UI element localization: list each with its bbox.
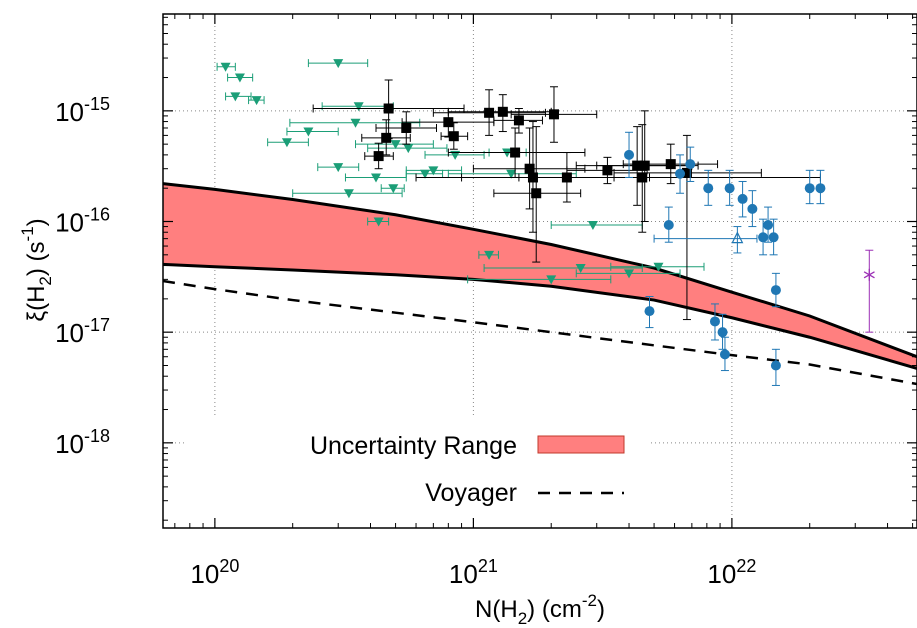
point-circle	[747, 203, 758, 214]
point-triangle-down	[230, 92, 241, 102]
point-square	[497, 106, 508, 117]
point-square	[373, 151, 384, 162]
x-tick-label: 1022	[707, 556, 756, 589]
point-triangle-down	[353, 102, 364, 112]
point-triangle-down	[484, 250, 495, 260]
point-triangle-down	[333, 59, 344, 69]
point-circle	[644, 306, 655, 317]
y-axis-label: ξ(H2) (s-1)	[18, 218, 55, 321]
legend: Uncertainty Range Voyager	[185, 418, 650, 518]
point-square	[484, 107, 495, 118]
point-square	[602, 165, 613, 176]
point-circle	[663, 219, 674, 230]
uncertainty-band	[163, 183, 917, 369]
point-circle	[703, 183, 714, 194]
band-upper-edge	[162, 182, 917, 359]
plot-frame	[162, 13, 917, 529]
point-square	[681, 167, 692, 178]
point-triangle-down	[234, 73, 245, 83]
point-triangle-down	[506, 169, 517, 179]
band-lower-edge	[162, 262, 917, 370]
point-circle	[724, 183, 735, 194]
point-circle	[709, 316, 720, 327]
point-circle	[685, 159, 696, 170]
point-square	[524, 163, 535, 174]
point-square	[513, 115, 524, 126]
x-tick-label: 1020	[190, 556, 239, 589]
point-triangle-down	[251, 96, 262, 106]
point-triangle-down	[281, 138, 292, 148]
x-tick-label: 1021	[449, 556, 498, 589]
point-triangle-down	[587, 220, 598, 230]
legend-background	[185, 418, 650, 518]
series-triangle-open	[653, 226, 758, 254]
point-triangle-down	[546, 275, 557, 285]
point-square	[381, 132, 392, 143]
point-square	[443, 117, 454, 128]
point-square	[448, 131, 459, 142]
tick-labels: 1020 1021 1022 10-15 10-16 10-17 10-18	[55, 94, 756, 589]
point-triangle-down	[653, 262, 664, 272]
data-points-layer	[216, 59, 875, 386]
point-triangle-down	[390, 140, 401, 150]
point-square	[401, 122, 412, 133]
point-triangle-down	[428, 166, 439, 176]
series-triangle-down	[216, 59, 705, 285]
point-triangle-down	[624, 269, 635, 279]
point-circle	[758, 232, 769, 243]
legend-label-uncertainty: Uncertainty Range	[310, 432, 517, 460]
series-circle	[624, 131, 826, 386]
point-circle	[770, 360, 781, 371]
point-triangle-down	[370, 173, 381, 183]
point-triangle-down	[403, 144, 414, 154]
point-circle	[717, 327, 728, 338]
point-square	[548, 109, 559, 120]
point-triangle-down	[350, 118, 361, 128]
y-tick-label: 10-15	[55, 94, 110, 127]
point-square	[510, 147, 521, 158]
uncertainty-band-layer	[162, 182, 917, 386]
point-circle	[675, 168, 686, 179]
point-square	[665, 159, 676, 170]
point-circle	[737, 193, 748, 204]
point-circle	[768, 232, 779, 243]
x-axis-label: N(H2) (cm-2)	[475, 591, 605, 628]
point-asterisk-stroke	[863, 271, 875, 279]
point-triangle-down	[333, 163, 344, 173]
point-square	[383, 103, 394, 114]
y-tick-label: 10-18	[55, 426, 110, 459]
y-tick-label: 10-16	[55, 205, 110, 238]
point-triangle-down	[303, 127, 314, 137]
axis-ticks	[163, 14, 917, 528]
point-circle	[624, 149, 635, 160]
point-triangle-down	[420, 169, 431, 179]
point-square	[637, 172, 648, 183]
point-circle	[815, 183, 826, 194]
voyager-line	[162, 279, 917, 386]
point-triangle-down	[575, 264, 586, 274]
point-circle	[804, 183, 815, 194]
legend-swatch-uncertainty	[537, 435, 625, 454]
point-square	[531, 188, 542, 199]
point-circle	[770, 285, 781, 296]
point-triangle-open	[731, 231, 744, 244]
point-triangle-down	[388, 184, 399, 194]
legend-label-voyager: Voyager	[425, 479, 517, 507]
point-triangle-down	[373, 217, 384, 227]
y-tick-label: 10-17	[55, 315, 110, 348]
point-triangle-down	[220, 62, 231, 72]
point-circle	[763, 219, 774, 230]
point-circle	[719, 349, 730, 360]
point-triangle-down	[450, 150, 461, 160]
point-square	[639, 160, 650, 171]
series-asterisk	[863, 249, 875, 333]
point-triangle-down	[343, 189, 354, 199]
